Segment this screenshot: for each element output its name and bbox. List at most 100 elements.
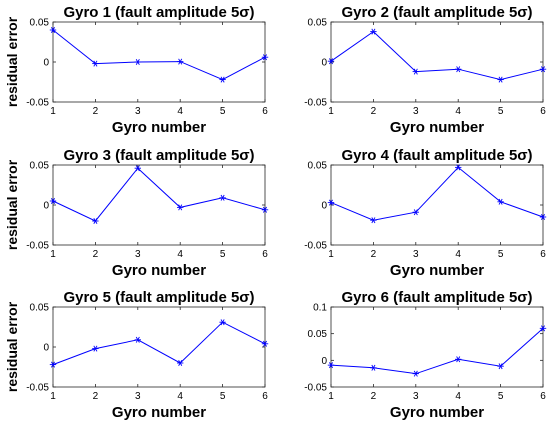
y-tick-label: 0.05 bbox=[308, 161, 328, 172]
x-tick-label: 4 bbox=[177, 106, 183, 117]
data-point bbox=[370, 217, 377, 224]
data-point bbox=[455, 164, 462, 171]
y-tick-label: 0.05 bbox=[308, 18, 328, 29]
data-point bbox=[92, 345, 99, 352]
data-point bbox=[49, 198, 57, 204]
plot-area bbox=[330, 306, 544, 388]
x-tick-label: 2 bbox=[371, 249, 377, 260]
data-point bbox=[455, 66, 462, 73]
x-tick-label: 5 bbox=[220, 249, 226, 260]
x-axis-label: Gyro number bbox=[390, 404, 484, 421]
x-tick-label: 3 bbox=[413, 391, 419, 402]
y-tick-label: 0 bbox=[43, 343, 49, 354]
data-point bbox=[497, 363, 504, 370]
series-line bbox=[52, 321, 266, 366]
x-tick-label: 2 bbox=[371, 391, 377, 402]
x-tick-label: 3 bbox=[135, 249, 141, 260]
subplot-gyro-6: Gyro 6 (fault amplitude 5σ) 1 2 3 4 5 6 -0.05 0 0… bbox=[304, 289, 546, 421]
y-tick-label: -0.05 bbox=[26, 241, 49, 252]
plot-area bbox=[52, 306, 266, 388]
y-tick-label: 0 bbox=[321, 201, 327, 212]
y-tick-label: 0 bbox=[43, 58, 49, 69]
y-tick-label: 0.05 bbox=[308, 329, 328, 340]
y-tick-label: -0.05 bbox=[304, 241, 327, 252]
subplot-gyro-1: Gyro 1 (fault amplitude 5σ) 1 2 3 4 5 6 -0.05 0 0… bbox=[4, 4, 268, 136]
y-tick-label: 0.1 bbox=[313, 303, 327, 314]
x-tick-label: 6 bbox=[540, 249, 546, 260]
x-tick-label: 1 bbox=[50, 391, 56, 402]
series-line bbox=[330, 166, 544, 221]
series-line bbox=[330, 30, 544, 81]
data-point bbox=[92, 60, 99, 67]
y-tick-label: 0.05 bbox=[30, 18, 50, 29]
y-axis-label: residual error bbox=[4, 301, 20, 392]
x-tick-label: 4 bbox=[177, 249, 183, 260]
x-tick-label: 2 bbox=[93, 249, 99, 260]
data-point bbox=[219, 194, 226, 201]
data-point bbox=[177, 204, 184, 211]
y-tick-label: -0.05 bbox=[26, 383, 49, 394]
y-tick-label: 0.05 bbox=[30, 161, 50, 172]
x-tick-label: 6 bbox=[540, 391, 546, 402]
data-point bbox=[497, 76, 504, 83]
data-point bbox=[412, 68, 419, 75]
data-point bbox=[261, 340, 269, 347]
x-axis-label: Gyro number bbox=[390, 119, 484, 136]
x-tick-label: 1 bbox=[50, 106, 56, 117]
data-point bbox=[261, 54, 269, 61]
data-point bbox=[92, 218, 99, 224]
data-point bbox=[412, 370, 419, 377]
subplot-title: Gyro 1 (fault amplitude 5σ) bbox=[63, 4, 254, 21]
x-tick-label: 5 bbox=[498, 249, 504, 260]
plot-area bbox=[330, 21, 544, 103]
x-tick-label: 6 bbox=[262, 106, 268, 117]
x-axis-label: Gyro number bbox=[112, 404, 206, 421]
data-point bbox=[261, 206, 269, 213]
subplot-gyro-5: Gyro 5 (fault amplitude 5σ) 1 2 3 4 5 6 -0.05 0 0… bbox=[4, 289, 268, 421]
plot-area bbox=[330, 164, 544, 246]
data-point bbox=[539, 325, 547, 332]
data-point bbox=[49, 27, 57, 33]
y-tick-label: 0.05 bbox=[30, 303, 50, 314]
x-tick-label: 1 bbox=[50, 249, 56, 260]
subplot-gyro-2: Gyro 2 (fault amplitude 5σ) 1 2 3 4 5 6 -0.05 0 0… bbox=[304, 4, 546, 136]
subplot-title: Gyro 4 (fault amplitude 5σ) bbox=[341, 147, 532, 164]
x-tick-label: 4 bbox=[455, 391, 461, 402]
x-tick-label: 1 bbox=[328, 249, 334, 260]
subplot-gyro-4: Gyro 4 (fault amplitude 5σ) 1 2 3 4 5 6 -0.05 0 0… bbox=[304, 147, 546, 279]
series-line bbox=[52, 167, 266, 222]
data-point bbox=[134, 59, 141, 65]
x-axis-label: Gyro number bbox=[112, 262, 206, 279]
y-axis-label: residual error bbox=[4, 16, 20, 107]
subplot-gyro-3: Gyro 3 (fault amplitude 5σ) 1 2 3 4 5 6 -0.05 0 0… bbox=[4, 147, 268, 279]
x-tick-label: 2 bbox=[371, 106, 377, 117]
x-axis-label: Gyro number bbox=[112, 119, 206, 136]
y-tick-label: -0.05 bbox=[304, 383, 327, 394]
series-line bbox=[330, 327, 544, 375]
x-tick-label: 5 bbox=[220, 391, 226, 402]
data-point bbox=[455, 356, 462, 363]
data-point bbox=[497, 198, 504, 205]
y-tick-label: 0 bbox=[321, 356, 327, 367]
x-tick-label: 3 bbox=[135, 106, 141, 117]
data-point bbox=[134, 336, 141, 343]
x-tick-label: 5 bbox=[220, 106, 226, 117]
data-point bbox=[370, 364, 377, 371]
data-point bbox=[539, 66, 547, 73]
x-tick-label: 3 bbox=[135, 391, 141, 402]
x-tick-label: 1 bbox=[328, 106, 334, 117]
data-point bbox=[134, 165, 141, 172]
x-tick-label: 3 bbox=[413, 249, 419, 260]
data-point bbox=[177, 58, 184, 65]
subplot-title: Gyro 5 (fault amplitude 5σ) bbox=[63, 289, 254, 306]
y-tick-label: -0.05 bbox=[304, 98, 327, 109]
plot-area bbox=[52, 164, 266, 246]
subplot-title: Gyro 3 (fault amplitude 5σ) bbox=[63, 147, 254, 164]
x-tick-label: 3 bbox=[413, 106, 419, 117]
x-tick-label: 5 bbox=[498, 391, 504, 402]
x-axis-label: Gyro number bbox=[390, 262, 484, 279]
y-tick-label: 0 bbox=[43, 201, 49, 212]
data-point bbox=[327, 362, 335, 369]
series-line bbox=[52, 29, 266, 81]
x-tick-label: 2 bbox=[93, 391, 99, 402]
